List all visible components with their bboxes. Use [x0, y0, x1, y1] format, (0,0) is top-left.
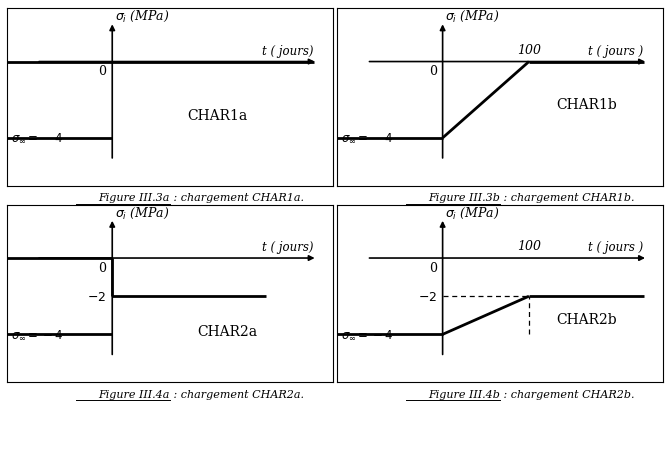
Text: 0: 0 — [98, 261, 107, 274]
Text: Figure III.3a: Figure III.3a — [98, 193, 170, 203]
Text: CHAR1b: CHAR1b — [556, 97, 617, 111]
Text: 0: 0 — [429, 261, 437, 274]
Text: Figure III.3b: Figure III.3b — [428, 193, 500, 203]
Text: $\sigma_i$ (MPa): $\sigma_i$ (MPa) — [115, 9, 170, 24]
Text: 100: 100 — [517, 44, 541, 57]
Text: : chargement CHAR2a.: : chargement CHAR2a. — [170, 389, 304, 399]
Text: $\sigma_{\infty} = -4$: $\sigma_{\infty} = -4$ — [341, 132, 393, 145]
Text: $\sigma_i$ (MPa): $\sigma_i$ (MPa) — [115, 205, 170, 220]
Text: t ( jours ): t ( jours ) — [588, 241, 643, 254]
Text: CHAR2a: CHAR2a — [198, 324, 257, 338]
Text: 0: 0 — [429, 65, 437, 78]
Text: t ( jours ): t ( jours ) — [588, 45, 643, 58]
Text: $\sigma_{\infty} = -4$: $\sigma_{\infty} = -4$ — [11, 328, 63, 341]
Text: Figure III.4a: Figure III.4a — [98, 389, 170, 399]
Text: $-2$: $-2$ — [87, 290, 107, 303]
Text: CHAR1a: CHAR1a — [188, 109, 248, 123]
Text: CHAR2b: CHAR2b — [556, 313, 617, 326]
Text: Figure III.4b: Figure III.4b — [428, 389, 500, 399]
Text: $\sigma_i$ (MPa): $\sigma_i$ (MPa) — [446, 9, 500, 24]
Text: : chargement CHAR2b.: : chargement CHAR2b. — [500, 389, 634, 399]
Text: $\sigma_{\infty} = -4$: $\sigma_{\infty} = -4$ — [341, 328, 393, 341]
Text: t ( jours): t ( jours) — [261, 241, 313, 254]
Text: 0: 0 — [98, 65, 107, 78]
Text: $-2$: $-2$ — [418, 290, 437, 303]
Text: : chargement CHAR1a.: : chargement CHAR1a. — [170, 193, 304, 203]
Text: $\sigma_i$ (MPa): $\sigma_i$ (MPa) — [446, 205, 500, 220]
Text: 100: 100 — [517, 240, 541, 253]
Text: : chargement CHAR1b.: : chargement CHAR1b. — [500, 193, 634, 203]
Text: t ( jours): t ( jours) — [261, 45, 313, 58]
Text: $\sigma_{\infty} = -4$: $\sigma_{\infty} = -4$ — [11, 132, 63, 145]
